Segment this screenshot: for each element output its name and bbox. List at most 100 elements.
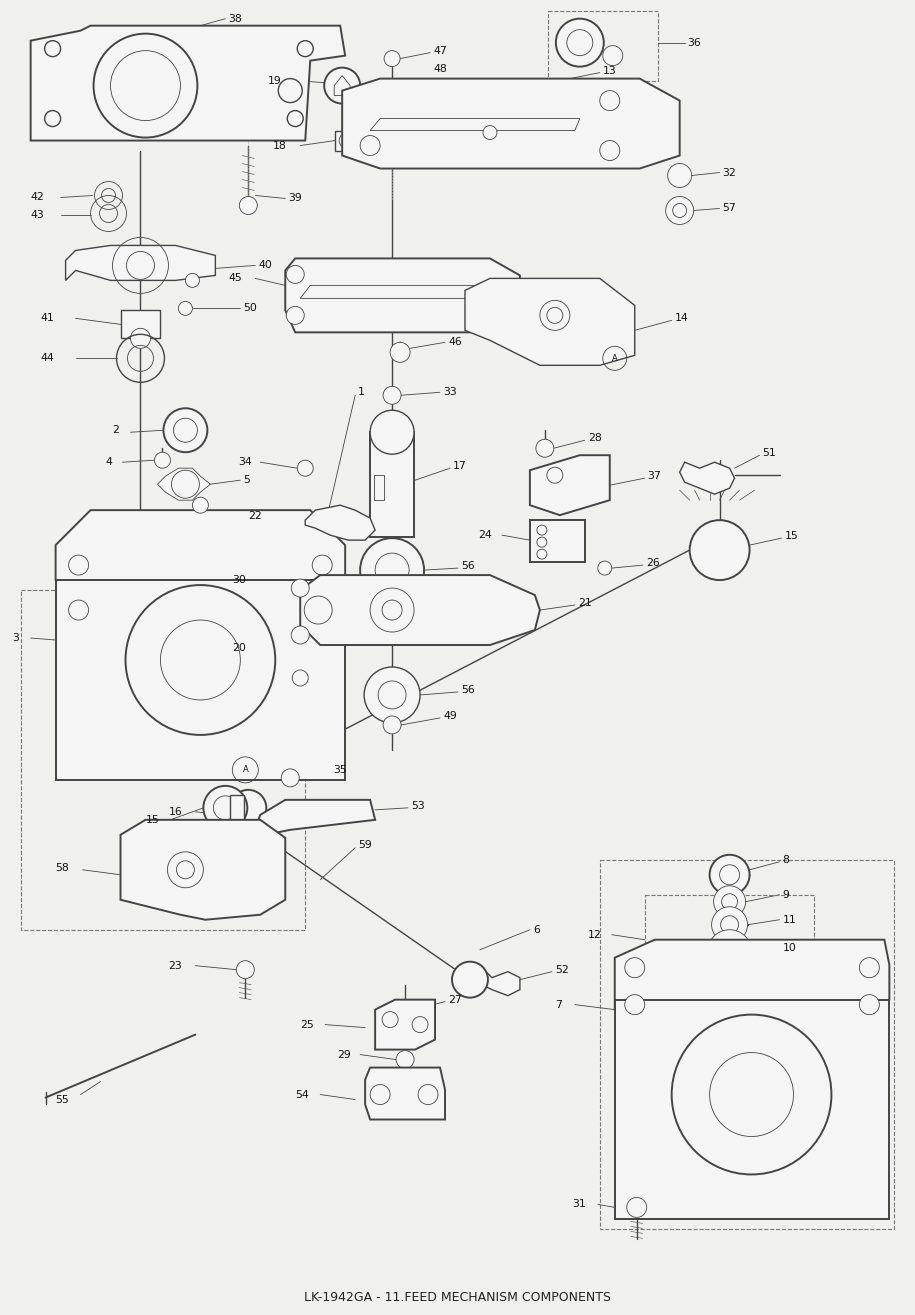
Text: 5: 5 (243, 475, 250, 485)
Text: 47: 47 (433, 46, 447, 55)
Circle shape (690, 521, 749, 580)
Text: 23: 23 (168, 961, 182, 970)
Circle shape (203, 786, 247, 830)
Circle shape (361, 538, 424, 602)
Circle shape (496, 288, 514, 305)
Text: 46: 46 (448, 338, 462, 347)
Circle shape (385, 84, 399, 97)
Circle shape (555, 18, 604, 67)
Circle shape (600, 91, 619, 110)
Text: 27: 27 (448, 994, 462, 1005)
Text: 15: 15 (145, 815, 159, 825)
Text: 33: 33 (443, 388, 457, 397)
Circle shape (174, 418, 198, 442)
Text: 21: 21 (577, 598, 592, 608)
Text: 31: 31 (572, 1199, 586, 1210)
Circle shape (286, 306, 304, 325)
Text: 59: 59 (358, 840, 371, 849)
Text: 22: 22 (248, 512, 262, 521)
Circle shape (719, 865, 739, 885)
Circle shape (291, 579, 309, 597)
Circle shape (339, 133, 355, 149)
Polygon shape (121, 819, 285, 919)
Circle shape (668, 163, 692, 188)
Text: 24: 24 (478, 530, 491, 540)
Circle shape (364, 667, 420, 723)
Circle shape (627, 1198, 647, 1218)
Circle shape (375, 554, 409, 586)
Text: 53: 53 (411, 801, 425, 811)
Text: 51: 51 (762, 448, 776, 458)
Circle shape (281, 769, 299, 786)
Circle shape (625, 994, 645, 1015)
Circle shape (45, 41, 60, 57)
Circle shape (412, 1016, 428, 1032)
Circle shape (192, 497, 209, 513)
Circle shape (566, 30, 593, 55)
Text: 12: 12 (587, 930, 601, 940)
Text: 45: 45 (229, 274, 242, 284)
Text: 41: 41 (40, 313, 54, 323)
Circle shape (236, 961, 254, 978)
Circle shape (452, 961, 488, 998)
Circle shape (45, 110, 60, 126)
Circle shape (361, 135, 380, 155)
Text: 17: 17 (453, 462, 467, 471)
Polygon shape (56, 510, 345, 615)
Text: 3: 3 (13, 633, 19, 643)
Text: 40: 40 (258, 260, 272, 271)
Circle shape (707, 930, 751, 973)
Polygon shape (30, 26, 345, 141)
Circle shape (537, 525, 547, 535)
Circle shape (390, 342, 410, 363)
Circle shape (383, 387, 401, 404)
Polygon shape (342, 79, 680, 168)
Circle shape (324, 67, 361, 104)
Circle shape (537, 550, 547, 559)
Text: 38: 38 (229, 13, 242, 24)
Circle shape (718, 940, 740, 963)
Text: 57: 57 (723, 204, 737, 213)
Text: 39: 39 (288, 193, 302, 204)
Text: 11: 11 (782, 915, 796, 924)
Circle shape (167, 852, 203, 888)
Text: 58: 58 (56, 863, 70, 873)
Text: A: A (242, 765, 248, 775)
Text: 29: 29 (338, 1049, 351, 1060)
Text: 25: 25 (300, 1019, 314, 1030)
Text: 48: 48 (433, 63, 447, 74)
Text: 34: 34 (238, 458, 253, 467)
Bar (600, 860, 894, 1230)
Bar (645, 894, 814, 994)
Text: 19: 19 (267, 75, 281, 85)
Circle shape (418, 1085, 438, 1105)
Circle shape (666, 196, 694, 225)
Text: 37: 37 (648, 471, 662, 481)
Circle shape (859, 994, 879, 1015)
Circle shape (383, 715, 401, 734)
Circle shape (712, 907, 748, 943)
Circle shape (231, 790, 266, 826)
Bar (374, 475, 384, 500)
Bar (121, 310, 160, 338)
Circle shape (178, 301, 192, 316)
Polygon shape (66, 246, 215, 280)
Circle shape (859, 957, 879, 977)
Circle shape (278, 79, 302, 103)
Text: 8: 8 (782, 855, 790, 865)
Text: 28: 28 (587, 433, 601, 443)
Text: 56: 56 (461, 562, 475, 571)
Polygon shape (365, 1068, 445, 1119)
Circle shape (304, 596, 332, 625)
Circle shape (371, 1085, 390, 1105)
Circle shape (603, 46, 623, 66)
Circle shape (536, 439, 554, 458)
Circle shape (540, 300, 570, 330)
Text: 1: 1 (358, 388, 365, 397)
Bar (615, 999, 889, 1219)
Circle shape (69, 555, 89, 575)
Text: 18: 18 (273, 141, 286, 150)
Text: 35: 35 (333, 765, 347, 775)
Text: 9: 9 (782, 890, 790, 899)
Text: 30: 30 (232, 575, 246, 585)
